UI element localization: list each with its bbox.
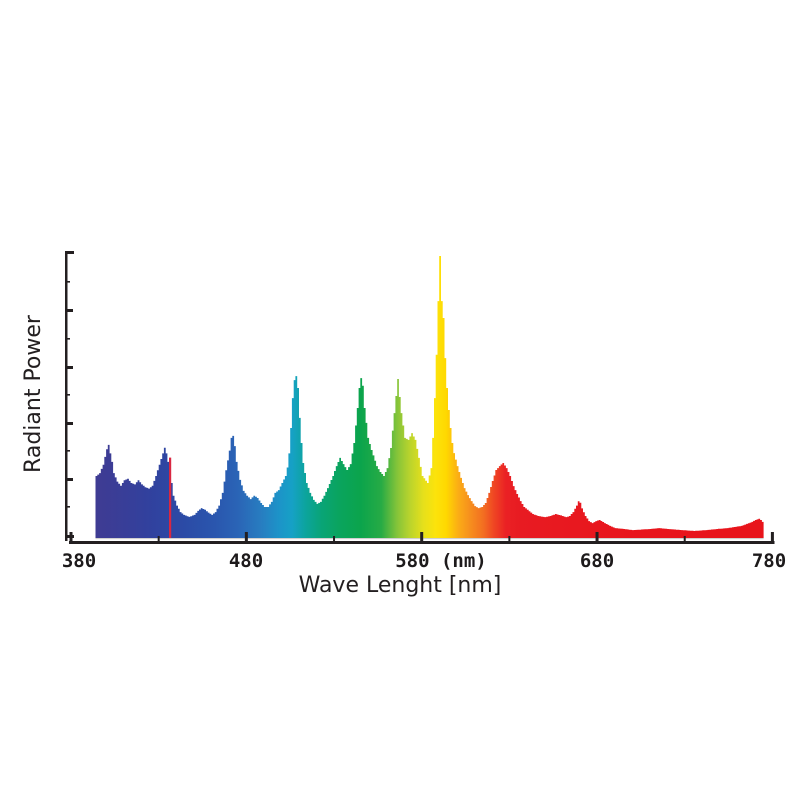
x-major-tick [770, 532, 774, 541]
y-minor-tick [65, 338, 70, 340]
x-major-tick [595, 532, 599, 541]
x-minor-tick [157, 536, 160, 541]
y-axis-title: Radiant Power [21, 314, 46, 473]
y-major-tick [65, 366, 73, 369]
x-tick-label-380: 380 [62, 550, 96, 572]
x-axis [69, 532, 775, 544]
y-axis [65, 251, 74, 541]
y-minor-tick [65, 281, 70, 283]
x-tick-label-580-nm: 580 (nm) [395, 550, 487, 572]
x-major-tick [420, 532, 424, 541]
x-minor-tick [333, 536, 336, 541]
y-minor-tick [65, 450, 70, 452]
y-major-tick [65, 422, 73, 425]
y-minor-tick [65, 506, 70, 508]
spectrum-baseline [95, 538, 764, 540]
x-minor-tick [683, 536, 686, 541]
y-axis-line [65, 251, 68, 541]
x-tick-label-480: 480 [229, 550, 263, 572]
y-major-tick [65, 478, 73, 481]
x-tick-label-780: 780 [752, 550, 786, 572]
x-tick-label-680: 680 [580, 550, 614, 572]
x-major-tick [69, 532, 73, 541]
x-minor-tick [508, 536, 511, 541]
y-major-tick [65, 309, 73, 312]
marker-line [169, 457, 172, 538]
spectrum-area [95, 256, 764, 538]
y-minor-tick [65, 394, 70, 396]
y-axis-top-cap [65, 251, 74, 254]
x-axis-title: Wave Lenght [nm] [299, 573, 502, 598]
x-axis-line [69, 541, 775, 544]
x-major-tick [244, 532, 248, 541]
